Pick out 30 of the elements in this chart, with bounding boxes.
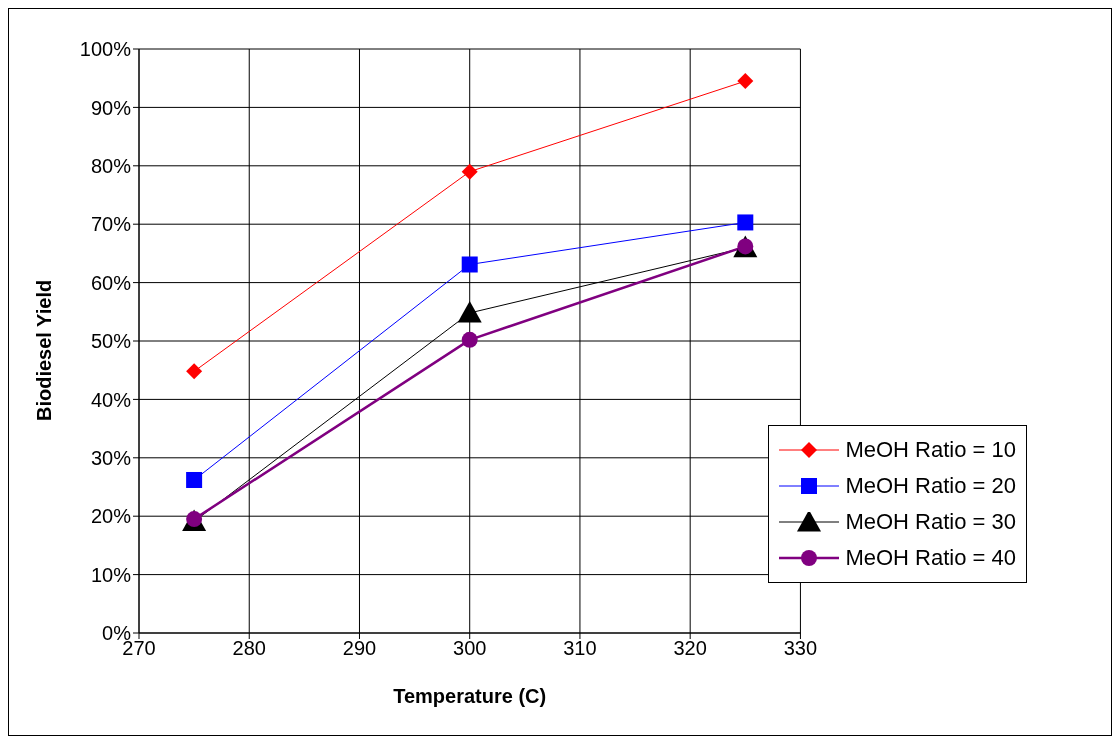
y-tick-label: 20%: [90, 505, 132, 528]
x-tick-label: 320: [673, 637, 707, 660]
y-tick-label: 30%: [90, 446, 132, 469]
x-axis-title: Temperature (C): [393, 685, 547, 707]
y-tick-label: 60%: [90, 271, 132, 294]
y-tick-label: 50%: [90, 330, 132, 353]
point: [186, 363, 203, 380]
y-tick-label: 90%: [90, 96, 132, 119]
x-tick-label: 300: [453, 637, 487, 660]
y-tick-label: 40%: [90, 388, 132, 411]
point: [186, 471, 203, 488]
y-tick-label: 100%: [79, 38, 132, 61]
y-tick-label: 10%: [90, 563, 132, 586]
x-tick-label: 330: [783, 637, 818, 660]
legend-label: MeOH Ratio = 30: [845, 508, 1016, 536]
x-tick-label: 310: [563, 637, 597, 660]
legend-label: MeOH Ratio = 10: [845, 436, 1016, 464]
x-tick-label: 290: [342, 637, 377, 660]
point: [461, 331, 478, 348]
point: [737, 214, 754, 231]
point: [461, 163, 478, 180]
legend-label: MeOH Ratio = 20: [845, 472, 1016, 500]
x-tick-label: 280: [232, 637, 266, 660]
point: [461, 256, 478, 273]
point: [737, 73, 754, 90]
y-tick-label: 70%: [90, 213, 132, 236]
y-axis-title: Biodiesel Yield: [33, 279, 56, 421]
legend-label: MeOH Ratio = 40: [845, 544, 1016, 572]
y-tick-label: 80%: [90, 154, 132, 177]
point: [457, 300, 482, 323]
